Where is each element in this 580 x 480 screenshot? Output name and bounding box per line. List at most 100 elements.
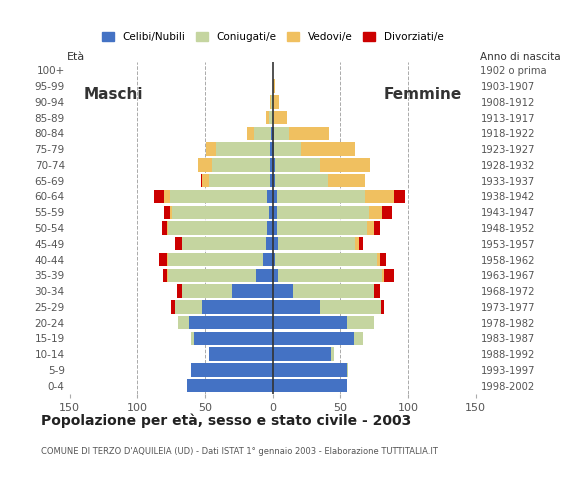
Bar <box>247 127 253 140</box>
Bar <box>209 348 273 361</box>
Bar <box>202 174 209 187</box>
Text: Femmine: Femmine <box>384 87 462 102</box>
Bar <box>377 253 379 266</box>
Bar <box>273 143 274 156</box>
Bar <box>359 237 363 251</box>
Bar <box>176 284 182 298</box>
Bar <box>320 158 370 172</box>
Bar <box>175 237 182 251</box>
Bar <box>276 253 377 266</box>
Bar <box>274 143 301 156</box>
Bar <box>170 190 267 203</box>
Bar <box>187 379 273 393</box>
Bar <box>320 300 381 313</box>
Bar <box>369 205 382 219</box>
Bar <box>168 253 263 266</box>
Bar <box>182 284 232 298</box>
Bar <box>301 143 355 156</box>
Bar <box>188 316 273 329</box>
Bar <box>273 253 275 266</box>
Bar <box>154 190 164 203</box>
Bar <box>271 95 273 108</box>
Bar <box>266 237 273 251</box>
Text: Maschi: Maschi <box>83 87 143 102</box>
Bar <box>267 221 273 235</box>
Bar <box>164 205 170 219</box>
Bar <box>202 300 273 313</box>
Bar <box>164 190 170 203</box>
Bar <box>276 158 320 172</box>
Bar <box>263 253 273 266</box>
Text: Popolazione per età, sesso e stato civile - 2003: Popolazione per età, sesso e stato civil… <box>41 413 411 428</box>
Bar <box>198 158 212 172</box>
Bar <box>278 269 382 282</box>
Bar <box>232 284 273 298</box>
Bar <box>270 174 273 187</box>
Bar <box>270 158 273 172</box>
Bar <box>273 158 275 172</box>
Bar <box>266 111 269 124</box>
Bar <box>253 127 271 140</box>
Bar <box>273 269 278 282</box>
Bar <box>277 205 369 219</box>
Bar <box>277 190 365 203</box>
Bar <box>167 269 168 282</box>
Bar <box>171 300 175 313</box>
Bar <box>206 143 216 156</box>
Bar <box>347 363 349 377</box>
Bar <box>194 332 273 345</box>
Bar <box>354 332 363 345</box>
Bar <box>273 316 347 329</box>
Bar <box>168 221 267 235</box>
Bar <box>382 205 392 219</box>
Bar <box>269 205 273 219</box>
Bar <box>167 253 168 266</box>
Bar <box>293 284 374 298</box>
Bar <box>273 332 354 345</box>
Bar <box>273 205 277 219</box>
Bar <box>170 205 172 219</box>
Legend: Celibi/Nubili, Coniugati/e, Vedovi/e, Divorziati/e: Celibi/Nubili, Coniugati/e, Vedovi/e, Di… <box>97 28 448 46</box>
Bar <box>159 253 167 266</box>
Bar <box>278 237 355 251</box>
Bar <box>277 221 367 235</box>
Bar <box>191 332 194 345</box>
Bar <box>271 127 273 140</box>
Bar <box>273 363 347 377</box>
Bar <box>273 127 274 140</box>
Bar <box>168 269 256 282</box>
Bar <box>382 269 383 282</box>
Bar <box>374 284 379 298</box>
Bar <box>162 221 167 235</box>
Bar <box>273 95 280 108</box>
Bar <box>191 363 273 377</box>
Bar <box>273 284 293 298</box>
Bar <box>182 237 266 251</box>
Bar <box>273 79 275 93</box>
Text: Anno di nascita: Anno di nascita <box>480 52 560 62</box>
Bar <box>172 205 269 219</box>
Bar <box>167 221 168 235</box>
Bar <box>270 143 273 156</box>
Bar <box>374 221 379 235</box>
Bar <box>273 300 320 313</box>
Bar <box>381 300 383 313</box>
Bar <box>328 174 365 187</box>
Text: Età: Età <box>67 52 85 62</box>
Bar <box>273 237 278 251</box>
Bar <box>273 221 277 235</box>
Bar <box>212 158 270 172</box>
Bar <box>273 348 331 361</box>
Bar <box>379 253 386 266</box>
Bar <box>347 316 374 329</box>
Bar <box>394 190 405 203</box>
Bar <box>367 221 374 235</box>
Bar <box>178 316 188 329</box>
Bar <box>209 174 270 187</box>
Bar <box>163 269 167 282</box>
Bar <box>273 174 275 187</box>
Bar <box>216 143 270 156</box>
Bar <box>355 237 359 251</box>
Bar <box>276 174 328 187</box>
Bar <box>274 111 288 124</box>
